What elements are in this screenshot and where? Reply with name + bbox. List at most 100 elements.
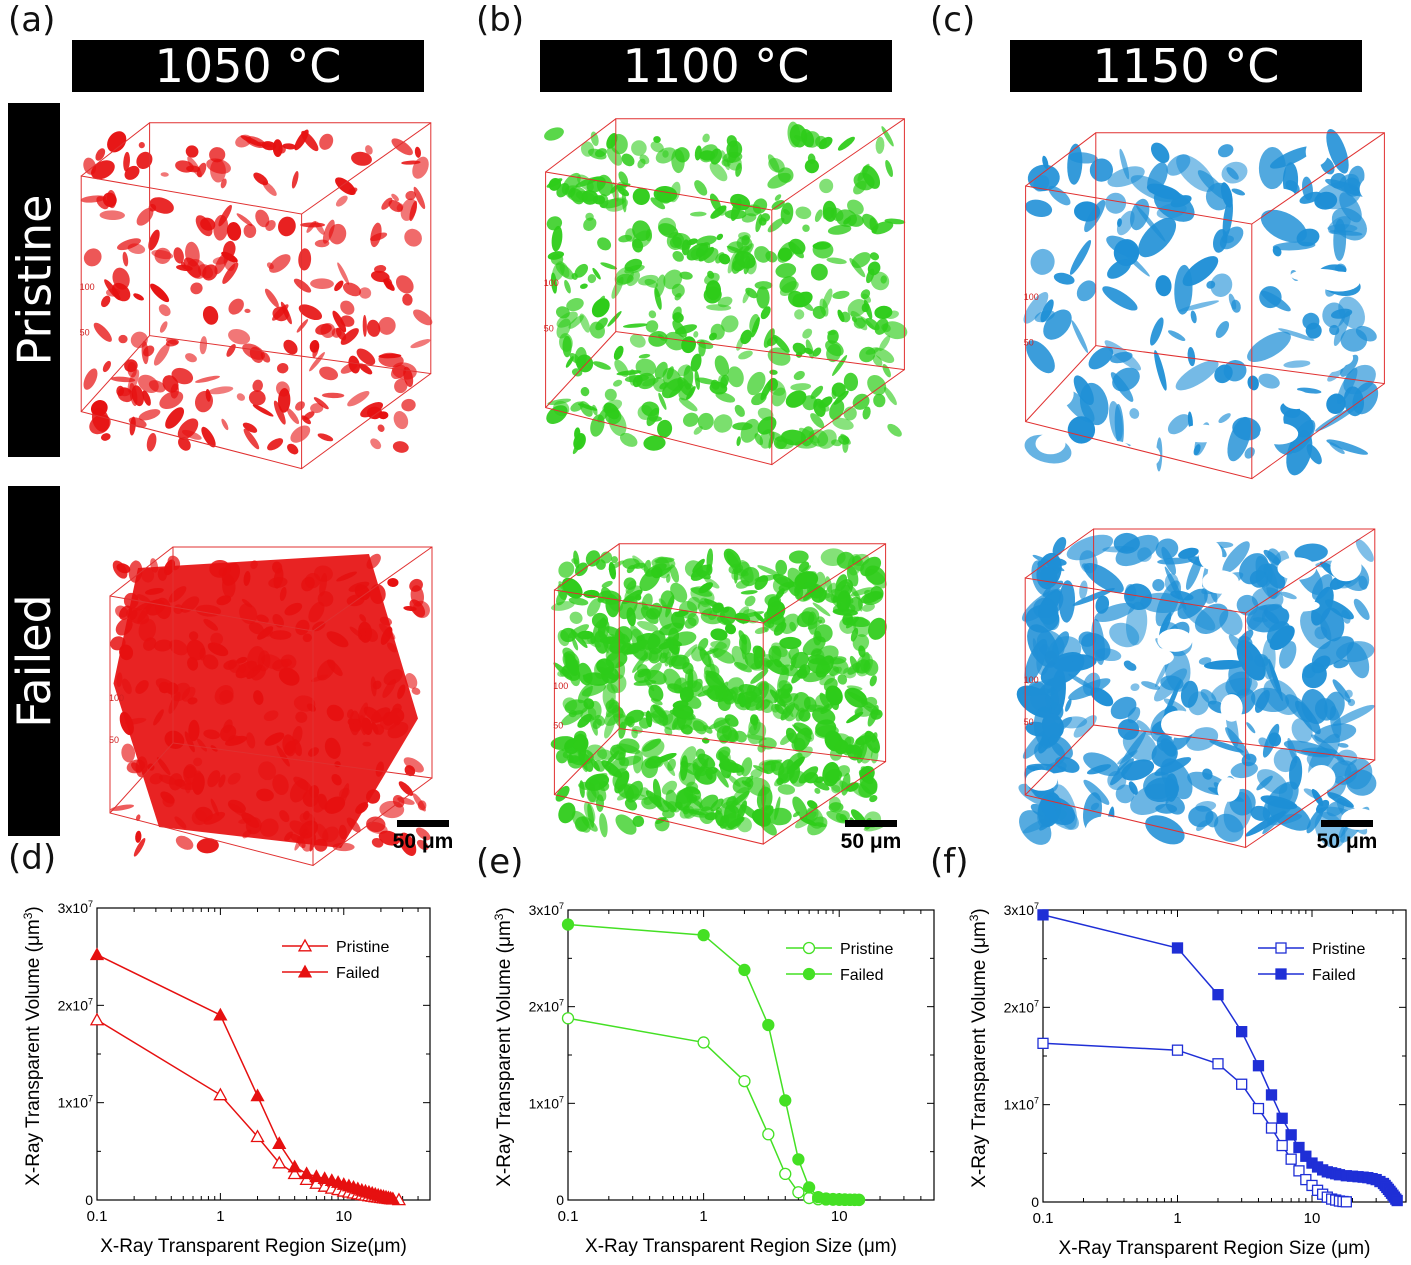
pore-blob	[272, 561, 283, 574]
void-region	[1290, 268, 1345, 283]
pore-blob	[310, 403, 324, 414]
pore-blob	[798, 561, 810, 573]
void-region	[1182, 424, 1222, 443]
pore-blob	[617, 783, 640, 800]
pore-blob	[1332, 679, 1351, 703]
pore-blob	[118, 334, 128, 344]
pore-blob	[153, 709, 164, 726]
pore-blob	[192, 772, 205, 795]
pore-blob	[735, 580, 750, 589]
pore-blob	[1291, 718, 1313, 743]
pore-blob	[269, 630, 292, 640]
row-label-failed-text: Failed	[8, 594, 60, 728]
pore-blob	[208, 386, 234, 395]
pore-blob	[571, 810, 591, 833]
data-point	[792, 1153, 805, 1166]
pore-blob	[551, 225, 563, 252]
pore-blob	[602, 399, 623, 413]
pore-blob	[882, 364, 891, 378]
pore-blob	[802, 328, 813, 339]
pore-blob	[756, 286, 770, 309]
y-tick-exponent: 7	[559, 1094, 564, 1104]
pore-blob	[629, 334, 646, 348]
pore-blob	[1048, 636, 1082, 665]
pore-blob	[370, 707, 391, 724]
pore-blob	[604, 715, 616, 739]
pore-blob	[812, 305, 826, 319]
pore-blob	[236, 656, 248, 664]
pore-blob	[315, 323, 332, 335]
pore-blob	[635, 358, 657, 377]
pore-blob	[1221, 161, 1248, 184]
pore-blob	[694, 145, 702, 161]
pore-blob	[1082, 672, 1101, 696]
pore-blob	[693, 426, 703, 435]
pore-blob	[641, 757, 659, 779]
pore-blob	[637, 621, 659, 632]
pore-blob	[654, 361, 668, 379]
data-point	[89, 1012, 105, 1026]
y-axis-label-close: )	[23, 906, 44, 912]
y-tick-label: 3x107	[58, 899, 93, 916]
pore-blob	[774, 194, 782, 201]
pore-blob	[167, 555, 181, 571]
y-tick-label: 0	[85, 1192, 93, 1208]
void-region	[1220, 694, 1243, 722]
pore-blob	[1250, 687, 1290, 713]
pore-blob	[1333, 310, 1351, 347]
pore-blob	[1048, 185, 1071, 206]
pore-blob	[558, 561, 575, 578]
pore-blob	[559, 262, 570, 278]
pore-blob	[550, 272, 558, 294]
pore-blob	[340, 300, 355, 315]
pore-blob	[582, 674, 593, 680]
pore-blob	[1260, 290, 1291, 312]
data-point	[1037, 1037, 1049, 1049]
pore-blob	[1260, 209, 1307, 243]
pore-blob	[546, 178, 563, 188]
pore-blob	[863, 590, 884, 606]
pore-blob	[1333, 659, 1349, 669]
pore-blob	[827, 224, 852, 235]
data-point	[779, 1167, 792, 1181]
pore-blob	[586, 598, 601, 617]
pore-blob	[788, 550, 809, 564]
pore-blob	[843, 372, 859, 392]
pore-blob	[801, 607, 820, 626]
pore-blob	[104, 279, 121, 301]
y-tick-exponent: 7	[1034, 1096, 1039, 1106]
x-tick-label: 1	[216, 1208, 224, 1225]
pore-blob	[1112, 367, 1140, 392]
pore-blob	[710, 640, 727, 650]
pore-blob	[653, 185, 678, 203]
pore-blob	[759, 429, 775, 449]
pore-blob	[726, 677, 745, 694]
series-line	[96, 954, 394, 1200]
pore-blob	[803, 729, 815, 742]
pore-blob	[174, 816, 187, 829]
pore-blob	[687, 596, 701, 611]
pore-blob	[221, 418, 229, 431]
pore-blob	[635, 594, 642, 601]
pore-blob	[370, 270, 390, 283]
pore-blob	[276, 745, 290, 767]
pore-blob	[302, 810, 310, 820]
pore-blob	[1088, 346, 1114, 370]
pore-blob	[613, 345, 624, 361]
pore-blob	[391, 193, 399, 202]
pore-blob	[413, 309, 433, 326]
scale-bar-line	[1321, 820, 1373, 827]
scale-bar-1100: 50 μm	[834, 820, 908, 854]
chart-f: 0.1 1 10 0 1x107 2x107 3x107 X-Ray Transparent …	[967, 901, 1407, 1259]
pore-blob	[604, 388, 617, 401]
pore-blob	[404, 228, 422, 247]
void-region	[1281, 599, 1320, 612]
pore-blob	[873, 393, 886, 408]
pore-blob	[587, 787, 600, 803]
pore-blob	[284, 602, 303, 616]
panel-label-d: (d)	[8, 838, 57, 878]
pore-blob	[326, 631, 349, 648]
pore-blob	[1222, 541, 1250, 574]
pore-blob	[715, 392, 736, 403]
pore-blob	[605, 626, 626, 640]
